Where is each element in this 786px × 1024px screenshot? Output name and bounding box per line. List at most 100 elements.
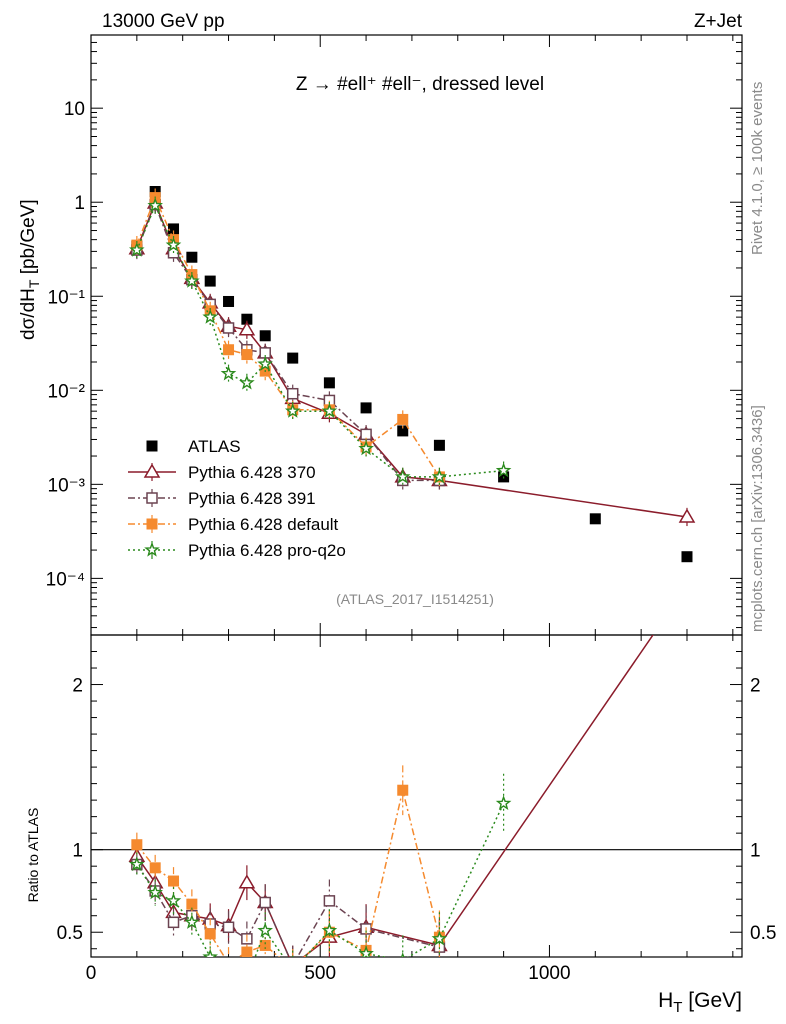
main-point [184, 272, 200, 288]
ratio-point [259, 939, 271, 951]
ratio-point [202, 948, 218, 957]
main-point [129, 241, 145, 257]
ratio-series-line [136, 803, 505, 957]
ratio-point [223, 981, 235, 992]
ratio-point [131, 839, 143, 851]
ratio-point [241, 972, 253, 983]
main-point [241, 349, 253, 361]
ratio-point [431, 930, 448, 946]
main-series-line [136, 195, 441, 478]
ratio-x-tick-label: 0 [86, 963, 97, 984]
ratio-series-3 [128, 773, 512, 992]
main-point [678, 508, 696, 523]
ratio-y-tick-label-right: 0.5 [750, 923, 776, 944]
main-series-line [136, 203, 504, 478]
main-y-tick-label: 1 [74, 193, 85, 214]
ratio-series-line [136, 790, 441, 957]
main-panel: 10⁻⁴ 10⁻³ 10⁻² 10⁻¹ 1 10 [46, 34, 743, 636]
main-point [259, 330, 271, 342]
main-point [186, 251, 198, 263]
legend-marker [146, 440, 158, 452]
ratio-point [168, 875, 180, 887]
ratio-y-tick-label: 2 [72, 676, 83, 697]
header-left: 13000 GeV pp [102, 11, 225, 32]
ratio-y-tick-label: 0.5 [57, 923, 83, 944]
main-point [284, 402, 301, 418]
main-point [223, 295, 235, 307]
main-y-tick-label: 10⁻² [48, 381, 86, 402]
ratio-point [400, 952, 405, 957]
ratio-panel: 0 500 1000 0.5 0.5 1 1 2 2 [57, 578, 776, 992]
ratio-point [288, 960, 298, 970]
ratio-point [358, 945, 374, 957]
main-point [431, 468, 448, 484]
legend-label: Pythia 6.428 pro-q2o [188, 541, 346, 560]
x-axis-label: HT [GeV] [658, 989, 742, 1016]
ratio-point [241, 946, 253, 957]
main-point [257, 355, 273, 371]
main-point [321, 402, 338, 418]
ratio-point [321, 922, 338, 938]
main-point [286, 387, 299, 400]
legend-marker [143, 463, 161, 478]
main-point [358, 440, 374, 456]
main-point [397, 425, 409, 437]
main-y-tick-label: 10 [64, 99, 85, 120]
ratio-point [238, 874, 256, 889]
main-point [360, 402, 372, 414]
ratio-point [257, 922, 273, 938]
ratio-point [397, 784, 409, 796]
main-point [323, 377, 335, 389]
ratio-point [149, 862, 161, 874]
ratio-series-line [136, 864, 440, 957]
main-point [168, 223, 180, 235]
ratio-point [184, 914, 200, 929]
main-y-tick-label: 10⁻¹ [48, 287, 86, 308]
ratio-point [323, 895, 336, 907]
mcplots-ref: mcplots.cern.ch [arXiv:1306.3436] [749, 405, 766, 632]
main-y-tick-label: 10⁻⁴ [46, 569, 85, 590]
main-point [223, 344, 235, 356]
main-point [495, 462, 512, 478]
main-point [287, 352, 299, 364]
legend-label: Pythia 6.428 391 [188, 489, 316, 508]
main-point [433, 439, 445, 451]
ratio-point [680, 578, 694, 590]
ratio-point [167, 916, 180, 929]
ratio-point [292, 956, 293, 957]
main-series-4 [129, 196, 512, 487]
ratio-point [495, 795, 512, 811]
ratio-x-tick-label: 1000 [528, 963, 570, 984]
header-right: Z+Jet [694, 11, 743, 32]
main-point [220, 365, 237, 381]
ratio-x-tick-label: 500 [304, 963, 336, 984]
main-point [147, 197, 163, 213]
main-point [239, 374, 255, 390]
main-point [222, 322, 235, 334]
ratio-y-axis-label: Ratio to ATLAS [25, 808, 41, 903]
ratio-y-tick-label-right: 2 [750, 676, 761, 697]
legend-marker [146, 492, 158, 504]
ratio-point [222, 921, 235, 934]
ratio-point [287, 963, 298, 974]
main-series-line [136, 202, 440, 482]
main-point [681, 551, 693, 563]
ratio-y-tick-label: 1 [72, 841, 83, 862]
ratio-series-1 [131, 852, 446, 970]
ratio-y-tick-label-right: 1 [750, 841, 761, 862]
legend: ATLAS Pythia 6.428 370 Pythia 6.428 391 Pyt… [128, 437, 346, 560]
main-point [589, 513, 601, 525]
process-title: Z → #ell⁺ #ell⁻, dressed level [296, 74, 544, 95]
main-point [202, 308, 218, 324]
ratio-point [259, 896, 271, 909]
legend-marker [146, 518, 158, 530]
legend-label: Pythia 6.428 370 [188, 463, 316, 482]
legend-label: ATLAS [188, 437, 241, 456]
ratio-point [204, 928, 216, 940]
ratio-frame [90, 634, 743, 958]
ratio-point [147, 884, 163, 900]
main-point [238, 321, 256, 336]
ratio-point [128, 856, 145, 872]
main-y-tick-label: 10⁻³ [48, 475, 86, 496]
